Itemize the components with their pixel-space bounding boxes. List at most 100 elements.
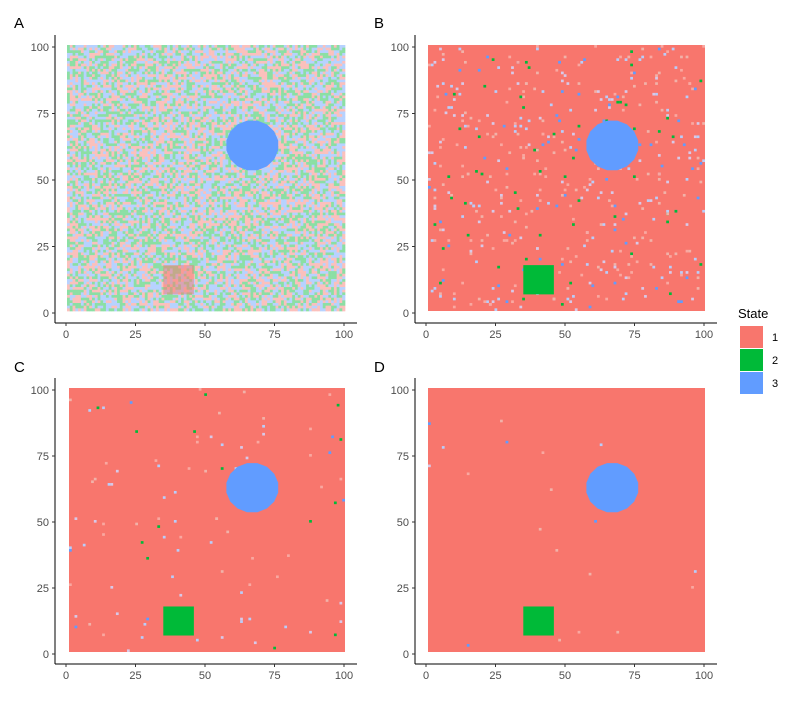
raster-cell [117, 175, 121, 179]
raster-cell [303, 143, 307, 147]
raster-cell [144, 132, 148, 136]
raster-cell [158, 74, 162, 78]
raster-cell [225, 132, 229, 136]
raster-cell [333, 108, 338, 112]
raster-cell [342, 108, 346, 112]
raster-cell [253, 55, 257, 59]
raster-cell [86, 172, 90, 176]
raster-cell [339, 148, 343, 152]
raster-cell [314, 60, 318, 64]
raster-cell [217, 172, 221, 176]
raster-cell [100, 140, 104, 144]
raster-cell [164, 111, 168, 115]
raster-cell [233, 116, 237, 120]
raster-cell [164, 66, 168, 70]
raster-cell [89, 119, 93, 123]
raster-cell [119, 100, 123, 104]
raster-cell [100, 52, 104, 56]
raster-cell [194, 50, 199, 54]
raster-cell [311, 156, 315, 160]
raster-cell [292, 114, 296, 118]
raster-cell [119, 60, 123, 64]
raster-cell [236, 175, 240, 179]
raster-cell [155, 103, 160, 107]
raster-cell [158, 55, 162, 59]
raster-cell [300, 50, 304, 54]
raster-cell [197, 146, 201, 150]
raster-cell [333, 68, 338, 72]
raster-cell [108, 58, 112, 62]
raster-cell [111, 82, 115, 86]
raster-cell [100, 124, 104, 128]
raster-cell [97, 172, 101, 176]
raster-cell [164, 135, 168, 139]
raster-cell [203, 175, 207, 179]
raster-cell [303, 66, 307, 70]
raster-cell [208, 100, 212, 104]
raster-cell [219, 127, 224, 131]
raster-cell [169, 114, 173, 118]
raster-cell [325, 87, 329, 91]
raster-cell [244, 45, 249, 49]
raster-cell [297, 50, 301, 54]
raster-cell [317, 100, 321, 104]
raster-cell [80, 159, 85, 163]
raster-cell [169, 103, 173, 107]
raster-cell [153, 50, 157, 54]
raster-cell [194, 148, 199, 152]
raster-cell [100, 132, 104, 136]
raster-cell [194, 103, 199, 107]
raster-cell [69, 119, 73, 123]
raster-cell [142, 58, 146, 62]
raster-cell [86, 162, 90, 166]
raster-cell [342, 106, 346, 110]
raster-cell [331, 74, 335, 78]
raster-cell [297, 58, 301, 62]
raster-cell [128, 135, 132, 139]
raster-cell [275, 170, 279, 174]
raster-cell [111, 124, 115, 128]
raster-cell [278, 71, 282, 75]
raster-cell [189, 114, 193, 118]
raster-cell [225, 74, 229, 78]
raster-cell [281, 76, 285, 80]
raster-cell [297, 140, 301, 144]
raster-cell [197, 52, 201, 56]
raster-cell [167, 175, 171, 179]
raster-cell [297, 92, 301, 96]
raster-cell [319, 114, 324, 118]
raster-cell [197, 116, 201, 120]
raster-cell [103, 47, 107, 51]
raster-cell [272, 63, 276, 67]
raster-cell [192, 175, 196, 179]
raster-cell [292, 116, 296, 120]
raster-cell [117, 124, 121, 128]
raster-cell [136, 146, 140, 150]
raster-cell [161, 100, 165, 104]
raster-cell [197, 140, 201, 144]
raster-cell [164, 52, 168, 56]
raster-cell [183, 119, 187, 123]
raster-cell [108, 143, 112, 147]
raster-cell [164, 154, 168, 158]
raster-cell [306, 127, 310, 131]
raster-cell [111, 119, 115, 123]
raster-cell [103, 74, 107, 78]
raster-cell [111, 87, 115, 91]
raster-cell [97, 50, 101, 54]
raster-cell [86, 130, 90, 134]
raster-cell [178, 98, 182, 102]
raster-cell [336, 66, 340, 70]
raster-cell [286, 119, 290, 123]
raster-cell [167, 116, 171, 120]
raster-cell [311, 122, 315, 126]
raster-cell [180, 164, 185, 168]
raster-cell [147, 98, 151, 102]
raster-cell [289, 167, 293, 171]
raster-cell [167, 87, 171, 91]
raster-cell [297, 52, 301, 56]
raster-cell [214, 95, 218, 99]
raster-cell [256, 63, 260, 67]
raster-cell [292, 100, 296, 104]
raster-cell [267, 47, 271, 51]
